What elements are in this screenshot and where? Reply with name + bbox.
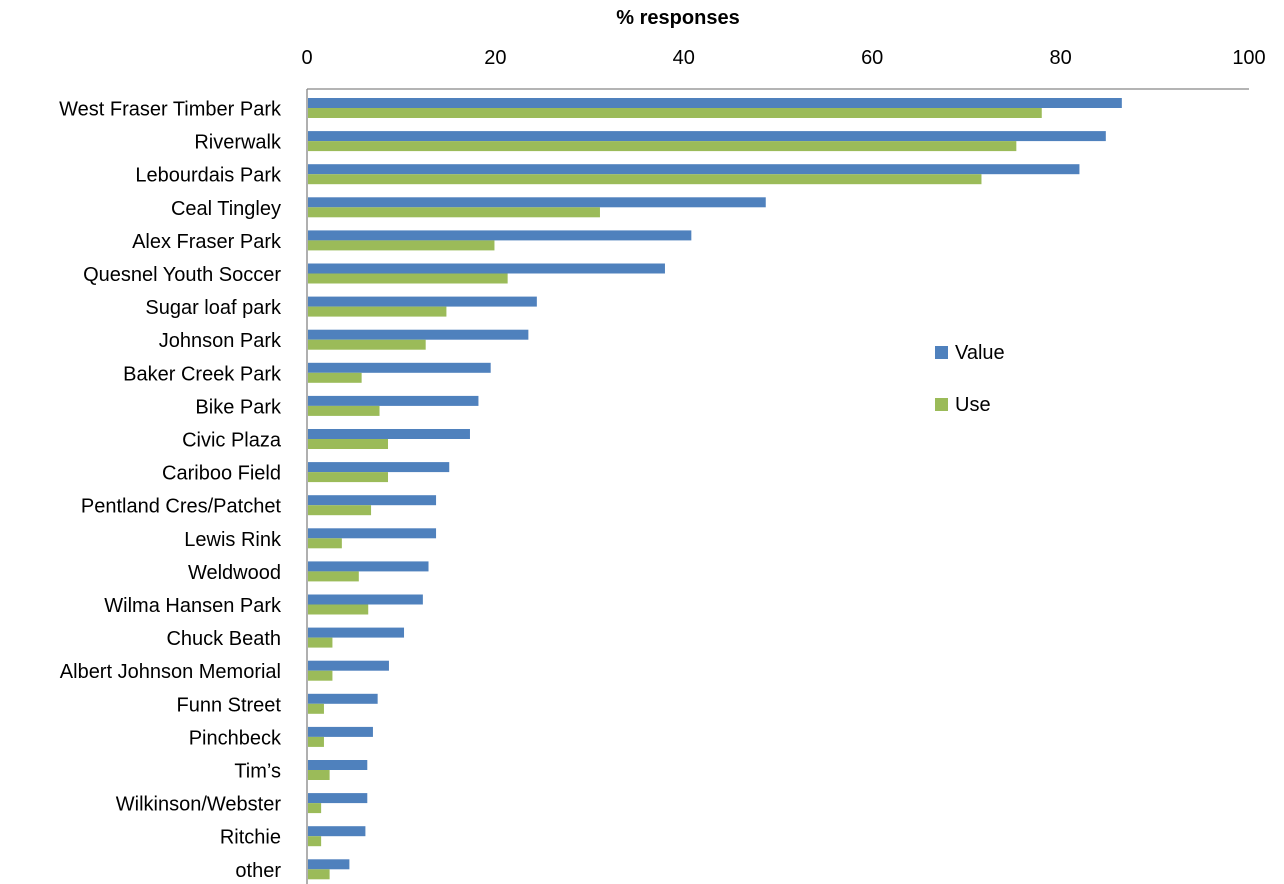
legend-swatch — [935, 398, 948, 411]
bar-use — [308, 571, 359, 582]
category-label: Riverwalk — [194, 132, 282, 154]
bar-use — [308, 207, 600, 218]
category-label: Chuck Beath — [166, 628, 281, 650]
bar-value — [308, 263, 665, 274]
bar-use — [308, 505, 372, 516]
category-labels: West Fraser Timber Park Riverwalk Lebourda… — [59, 99, 282, 882]
bar-use — [308, 439, 389, 449]
category-label: Wilkinson/Webster — [116, 794, 282, 816]
bar-value — [308, 462, 450, 473]
bar-use — [308, 538, 342, 549]
x-tick-label: 40 — [673, 47, 695, 69]
bar-value — [308, 660, 389, 671]
bar-value — [308, 197, 766, 208]
category-label: Lebourdais Park — [135, 165, 282, 187]
category-label: Weldwood — [188, 562, 281, 584]
bar-use — [308, 306, 447, 317]
bar-use — [308, 141, 1017, 152]
category-label: West Fraser Timber Park — [59, 99, 282, 121]
bar-value — [308, 296, 537, 307]
category-label: Alex Fraser Park — [132, 231, 282, 253]
bar-value — [308, 495, 437, 506]
x-tick-label: 60 — [861, 47, 883, 69]
category-label: Wilma Hansen Park — [104, 595, 282, 617]
category-label: Ritchie — [220, 827, 281, 849]
category-label: Albert Johnson Memorial — [60, 661, 281, 683]
legend-swatch — [935, 346, 948, 359]
category-label: Cariboo Field — [162, 463, 281, 485]
category-label: Pentland Cres/Patchet — [81, 496, 282, 518]
bar-value — [308, 528, 437, 539]
bar-use — [308, 604, 369, 615]
bar-use — [308, 736, 324, 747]
category-label: Civic Plaza — [182, 430, 282, 452]
x-tick-label: 0 — [301, 47, 312, 69]
legend: Value Use — [935, 342, 1005, 416]
bars — [308, 98, 1122, 880]
category-label: Pinchbeck — [189, 727, 282, 749]
bar-use — [308, 108, 1042, 118]
bar-value — [308, 164, 1080, 175]
bar-use — [308, 405, 380, 416]
bar-use — [308, 703, 324, 714]
category-label: other — [235, 860, 281, 882]
x-axis-ticks: 0 20 40 60 80 100 — [301, 47, 1265, 69]
bar-use — [308, 770, 330, 780]
category-label: Baker Creek Park — [123, 363, 282, 385]
bar-value — [308, 429, 470, 439]
category-label: Sugar loaf park — [145, 297, 282, 319]
bar-value — [308, 627, 405, 638]
bar-use — [308, 803, 322, 814]
legend-label: Use — [955, 394, 991, 416]
bar-value — [308, 693, 378, 704]
bar-use — [308, 273, 508, 284]
category-label: Funn Street — [176, 694, 281, 716]
x-axis-title: % responses — [616, 7, 739, 29]
bar-use — [308, 174, 982, 185]
bar-value — [308, 594, 423, 605]
bar-value — [308, 395, 479, 406]
bar-use — [308, 339, 426, 350]
category-label: Bike Park — [195, 396, 282, 418]
bar-use — [308, 637, 333, 648]
legend-label: Value — [955, 342, 1005, 364]
bar-value — [308, 726, 373, 737]
axes — [306, 88, 1249, 884]
bar-use — [308, 472, 389, 483]
bar-value — [308, 131, 1106, 142]
x-tick-label: 100 — [1232, 47, 1265, 69]
bar-value — [308, 230, 692, 241]
bar-use — [308, 240, 495, 251]
bar-value — [308, 826, 366, 837]
x-tick-label: 80 — [1049, 47, 1071, 69]
bar-value — [308, 760, 368, 770]
category-label: Ceal Tingley — [171, 198, 281, 220]
bar-use — [308, 836, 322, 847]
bar-value — [308, 98, 1122, 108]
bar-value — [308, 329, 529, 340]
bar-use — [308, 372, 362, 383]
bar-use — [308, 670, 333, 681]
category-label: Lewis Rink — [184, 529, 282, 551]
bar-value — [308, 859, 350, 870]
bar-value — [308, 561, 429, 572]
category-label: Johnson Park — [159, 330, 282, 352]
bar-value — [308, 362, 491, 373]
category-label: Quesnel Youth Soccer — [83, 264, 281, 286]
bar-use — [308, 869, 330, 880]
bar-value — [308, 793, 368, 804]
category-label: Tim’s — [234, 761, 281, 783]
x-tick-label: 20 — [484, 47, 506, 69]
